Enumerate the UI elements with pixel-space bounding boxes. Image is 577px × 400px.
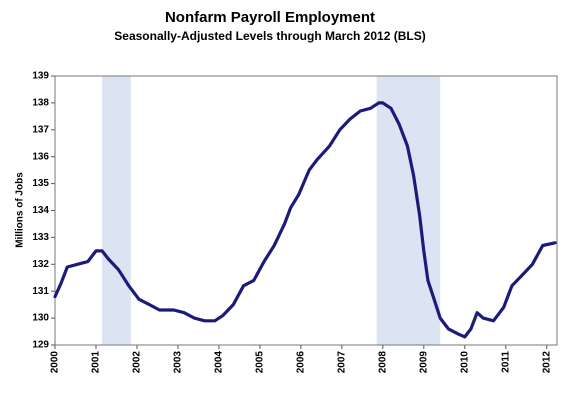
y-tick-label: 129 — [32, 340, 49, 351]
x-tick-label: 2002 — [132, 351, 143, 374]
y-tick-label: 138 — [32, 98, 49, 109]
x-tick-label: 2007 — [336, 351, 347, 374]
y-tick-label: 134 — [32, 205, 49, 216]
y-tick-label: 137 — [32, 124, 49, 135]
x-tick-label: 2009 — [418, 351, 429, 374]
data-line — [53, 101, 557, 339]
chart-title: Nonfarm Payroll Employment — [165, 9, 375, 26]
y-tick-label: 133 — [32, 232, 49, 243]
x-tick-label: 2005 — [255, 351, 266, 374]
x-tick-label: 2006 — [296, 351, 307, 374]
y-tick-label: 139 — [32, 71, 49, 82]
shaded-range — [376, 76, 441, 345]
y-tick-label: 135 — [32, 178, 49, 189]
y-tick-label: 130 — [32, 313, 49, 324]
y-axis-label: Millions of Jobs — [15, 172, 26, 248]
x-tick-label: 2003 — [173, 351, 184, 374]
x-tick-label: 2010 — [459, 351, 470, 374]
x-tick-label: 2004 — [214, 351, 225, 374]
plot-frame — [54, 75, 558, 346]
y-tick-label: 132 — [32, 259, 49, 270]
x-tick-label: 2012 — [541, 351, 552, 374]
x-tick-label: 2008 — [377, 351, 388, 374]
chart-subtitle: Seasonally-Adjusted Levels through March… — [114, 29, 425, 43]
shaded-range — [102, 76, 131, 345]
x-tick-label: 2000 — [50, 351, 61, 374]
y-tick-label: 136 — [32, 151, 49, 162]
x-tick-label: 2011 — [500, 351, 511, 373]
y-tick-label: 131 — [32, 286, 49, 297]
x-tick-label: 2001 — [91, 351, 102, 374]
